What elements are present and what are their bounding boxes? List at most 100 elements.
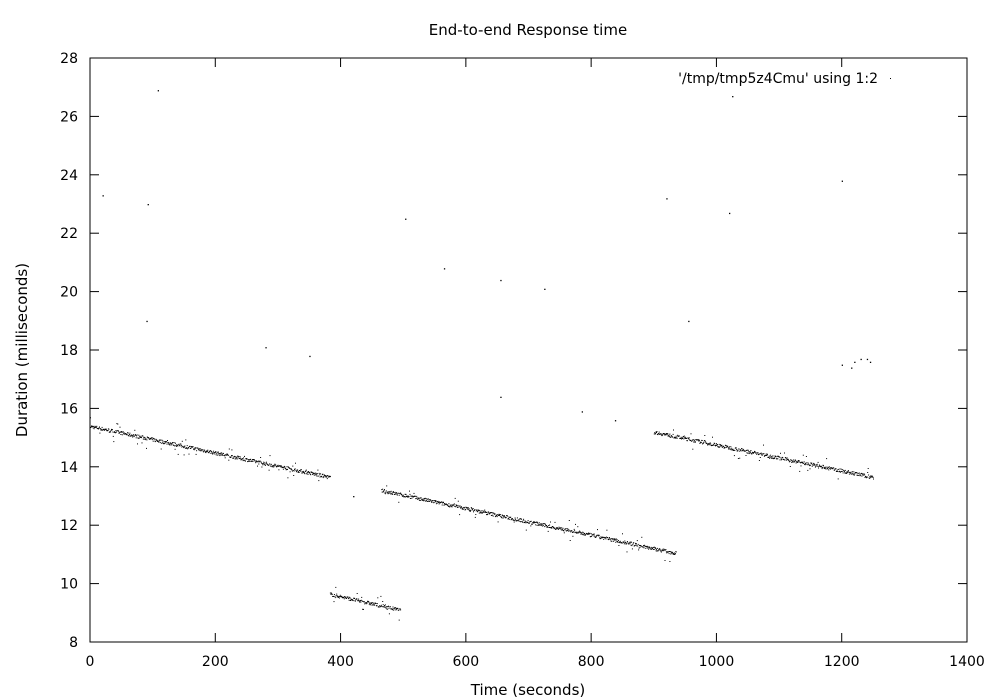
data-point bbox=[818, 464, 820, 466]
data-point bbox=[228, 459, 230, 461]
data-point bbox=[401, 493, 402, 495]
data-point bbox=[571, 530, 573, 532]
data-point bbox=[399, 608, 401, 610]
data-point bbox=[488, 511, 490, 513]
data-point bbox=[549, 527, 551, 528]
data-point bbox=[676, 437, 678, 439]
data-point bbox=[660, 433, 662, 435]
data-point bbox=[395, 608, 397, 610]
data-point bbox=[319, 474, 321, 476]
data-point bbox=[684, 437, 686, 439]
data-point bbox=[705, 441, 707, 443]
data-point bbox=[465, 506, 467, 508]
data-point bbox=[143, 436, 145, 438]
data-point bbox=[750, 451, 751, 453]
data-point bbox=[397, 492, 399, 494]
data-point bbox=[227, 453, 228, 455]
data-point bbox=[161, 439, 163, 441]
data-point bbox=[749, 452, 751, 454]
data-point bbox=[409, 493, 411, 495]
data-point bbox=[422, 498, 424, 500]
data-point bbox=[514, 519, 516, 521]
data-point bbox=[738, 448, 740, 450]
data-point bbox=[773, 458, 775, 460]
data-point bbox=[522, 521, 524, 523]
data-point bbox=[393, 492, 395, 493]
data-point bbox=[652, 548, 653, 550]
data-point bbox=[148, 438, 150, 440]
data-point bbox=[341, 596, 343, 598]
data-point bbox=[658, 433, 660, 434]
data-point bbox=[322, 477, 324, 479]
data-point bbox=[544, 523, 546, 525]
data-point bbox=[465, 509, 466, 511]
data-point bbox=[592, 533, 594, 535]
data-point bbox=[418, 499, 420, 501]
data-point bbox=[171, 443, 173, 445]
data-point bbox=[384, 493, 386, 495]
data-point bbox=[431, 501, 432, 503]
data-point bbox=[120, 431, 121, 433]
data-point bbox=[547, 526, 549, 528]
data-point bbox=[800, 465, 802, 467]
data-point bbox=[216, 452, 218, 454]
data-point bbox=[94, 426, 95, 428]
data-point bbox=[404, 496, 406, 498]
data-point bbox=[869, 477, 870, 479]
outlier-point bbox=[688, 320, 690, 323]
data-point bbox=[284, 466, 286, 468]
data-point bbox=[277, 464, 279, 466]
data-point bbox=[546, 525, 547, 526]
data-point bbox=[462, 507, 464, 509]
data-point bbox=[386, 606, 388, 608]
data-point bbox=[703, 442, 704, 444]
data-point bbox=[524, 520, 526, 522]
data-point bbox=[368, 603, 370, 605]
data-point bbox=[454, 505, 456, 507]
data-point bbox=[850, 471, 852, 473]
data-point bbox=[394, 607, 396, 609]
data-point bbox=[99, 428, 101, 429]
data-point bbox=[174, 445, 176, 447]
data-point bbox=[648, 548, 649, 550]
data-point bbox=[269, 455, 271, 457]
data-point bbox=[133, 436, 135, 438]
data-point bbox=[563, 532, 565, 534]
data-point bbox=[852, 473, 854, 475]
data-point bbox=[268, 469, 270, 471]
data-point bbox=[809, 464, 811, 466]
data-point bbox=[224, 455, 226, 457]
data-point bbox=[419, 498, 421, 500]
data-point bbox=[373, 604, 375, 606]
data-point bbox=[814, 463, 815, 465]
data-point bbox=[194, 447, 196, 449]
data-point bbox=[541, 523, 543, 525]
data-point bbox=[369, 602, 371, 604]
data-point bbox=[781, 458, 783, 460]
data-point bbox=[690, 440, 691, 441]
data-point bbox=[814, 464, 816, 466]
data-point bbox=[113, 441, 115, 443]
data-point bbox=[697, 439, 699, 441]
data-point bbox=[371, 602, 373, 604]
data-point bbox=[427, 498, 429, 500]
data-point bbox=[601, 537, 603, 539]
data-point bbox=[371, 604, 373, 606]
data-point bbox=[616, 539, 618, 541]
data-point bbox=[699, 442, 701, 444]
data-point bbox=[642, 546, 644, 548]
x-tick-labels: 0 200 400 600 800 1000 1200 1400 bbox=[86, 654, 985, 670]
data-point bbox=[615, 538, 617, 540]
data-point bbox=[381, 489, 383, 491]
data-point bbox=[231, 455, 232, 457]
data-point bbox=[151, 439, 153, 441]
data-point bbox=[776, 455, 778, 457]
data-point bbox=[543, 523, 545, 525]
data-point bbox=[818, 467, 819, 469]
data-point bbox=[840, 471, 842, 473]
data-point bbox=[135, 437, 137, 439]
data-point bbox=[356, 598, 358, 600]
data-point bbox=[118, 433, 120, 434]
data-point bbox=[221, 453, 223, 455]
data-point bbox=[446, 504, 448, 505]
